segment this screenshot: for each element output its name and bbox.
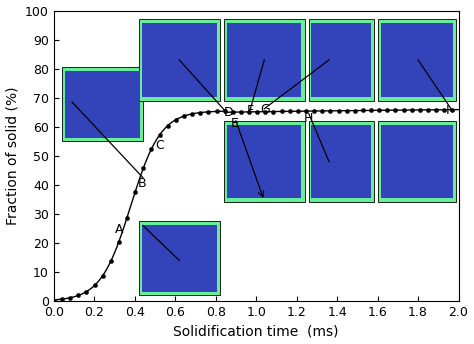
Bar xyxy=(139,221,220,295)
Bar xyxy=(309,121,374,202)
Bar xyxy=(62,67,143,141)
Text: A: A xyxy=(115,223,123,236)
Bar xyxy=(381,23,453,97)
Bar xyxy=(224,121,305,202)
Text: D: D xyxy=(224,106,233,119)
Text: E: E xyxy=(231,117,239,130)
Bar xyxy=(311,23,371,97)
X-axis label: Solidification time  (ms): Solidification time (ms) xyxy=(173,324,339,338)
Bar xyxy=(142,225,217,291)
Bar xyxy=(309,19,374,100)
Bar xyxy=(142,23,217,97)
Bar xyxy=(311,125,371,198)
Text: F: F xyxy=(247,104,254,117)
Bar xyxy=(378,121,456,202)
Text: B: B xyxy=(138,177,146,190)
Text: G: G xyxy=(260,103,270,116)
Bar xyxy=(224,19,305,100)
Bar xyxy=(139,19,220,100)
Text: C: C xyxy=(155,139,164,152)
Bar xyxy=(227,23,301,97)
Bar xyxy=(65,71,140,138)
Text: H: H xyxy=(304,111,313,125)
Bar xyxy=(378,19,456,100)
Bar xyxy=(381,125,453,198)
Bar xyxy=(227,125,301,198)
Y-axis label: Fraction of solid (%): Fraction of solid (%) xyxy=(6,87,19,225)
Text: I: I xyxy=(446,104,449,117)
